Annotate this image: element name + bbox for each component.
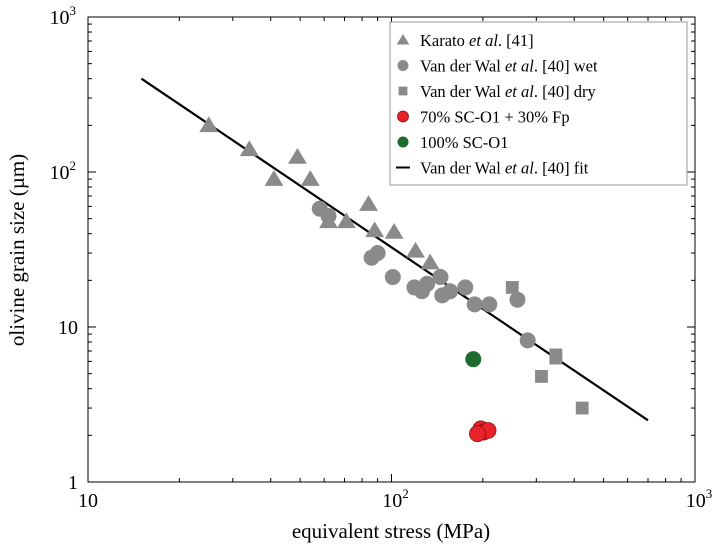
circle-point [369, 245, 386, 262]
triangle-point [239, 140, 259, 157]
circle-point [432, 269, 449, 286]
square-point [505, 281, 519, 294]
circle-point [519, 332, 536, 349]
x-tick-label: 102 [382, 486, 409, 512]
x-tick-labels: 10 102 103 [78, 486, 712, 512]
triangle-point [199, 116, 219, 133]
tick-marks [87, 17, 695, 483]
legend-label: Van der Wal et al. [40] fit [420, 159, 589, 178]
circle-point [384, 269, 401, 286]
triangle-point [359, 195, 378, 211]
triangle-point [264, 170, 284, 186]
triangle-point [300, 170, 320, 186]
legend-label: Van der Wal et al. [40] dry [420, 82, 596, 101]
fit-line-group [140, 77, 649, 422]
circle-point [465, 351, 482, 368]
fit-line [140, 77, 649, 422]
legend-label: 100% SC-O1 [420, 133, 508, 152]
data-marks [199, 116, 589, 443]
circle-point [481, 296, 498, 313]
square-point [549, 351, 563, 365]
legend-box [389, 21, 688, 186]
triangle-point [365, 221, 385, 238]
legend-marker-triangle [396, 34, 410, 45]
legend-label: Karato et al. [41] [420, 31, 534, 50]
circle-point [509, 291, 526, 308]
circle-point [469, 425, 486, 443]
legend-label: 70% SC-O1 + 30% Fp [420, 108, 570, 127]
legend-marker-circle [397, 110, 409, 123]
circle-point [466, 296, 483, 313]
circle-point [442, 283, 459, 300]
x-axis-label: equivalent stress (MPa) [292, 519, 490, 543]
legend-marker-square [398, 86, 408, 96]
y-tick-label: 102 [50, 158, 77, 184]
triangle-point [336, 212, 356, 229]
x-tick-label: 103 [686, 486, 713, 512]
y-axis-label: olivine grain size (µm) [5, 154, 29, 346]
y-tick-label: 1 [68, 472, 78, 494]
circle-point [419, 275, 436, 292]
y-tick-labels: 1 10 102 103 [50, 3, 79, 494]
triangle-point [406, 241, 425, 258]
legend-marker-circle [397, 60, 409, 71]
triangle-point [420, 253, 440, 270]
legend-marker-circle [397, 136, 409, 148]
triangle-point [288, 147, 307, 164]
y-tick-label: 103 [50, 3, 77, 29]
square-point [575, 401, 589, 415]
y-tick-label: 10 [58, 317, 78, 339]
x-tick-label: 10 [78, 490, 98, 512]
square-point [535, 370, 548, 383]
circle-point [320, 208, 337, 225]
circle-point [457, 279, 474, 296]
legend-label: Van der Wal et al. [40] wet [420, 57, 598, 76]
legend: Karato et al. [41] Van der Wal et al. [40… [389, 21, 688, 186]
triangle-point [384, 223, 404, 239]
